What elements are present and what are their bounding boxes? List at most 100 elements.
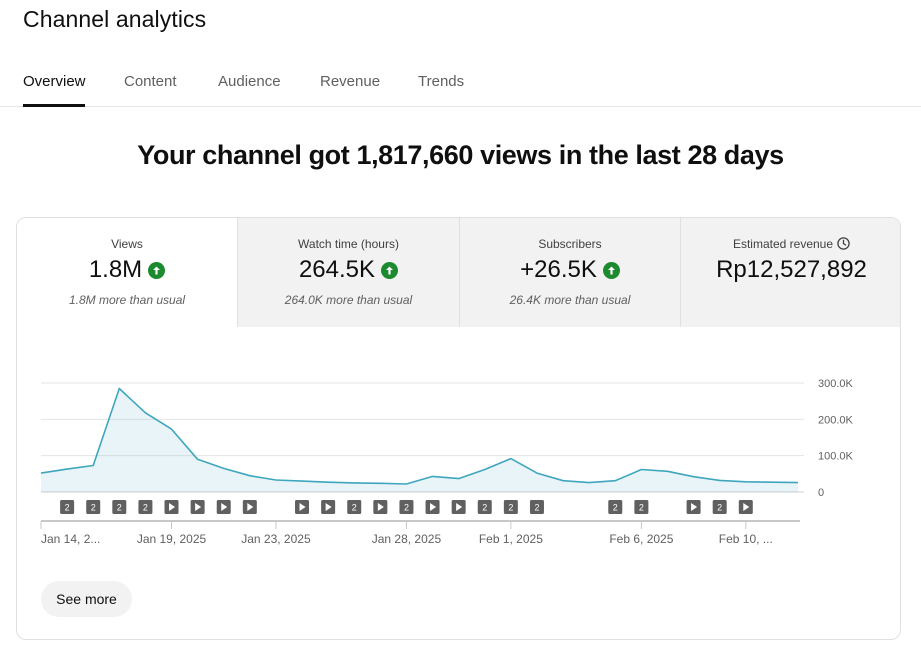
data-point <box>457 477 461 481</box>
tab-overview[interactable]: Overview <box>23 73 86 90</box>
data-point <box>535 471 539 475</box>
metric-label: Watch time (hours) <box>298 237 399 251</box>
metric-card-watch-time[interactable]: Watch time (hours) 264.5K 264.0K more th… <box>237 218 459 327</box>
data-point <box>326 480 330 484</box>
count-marker-label: 2 <box>534 503 539 513</box>
count-marker-label: 2 <box>143 503 148 513</box>
data-point <box>718 478 722 482</box>
count-marker <box>60 500 75 514</box>
analytics-card: Views 1.8M 1.8M more than usual Watch ti… <box>16 217 901 640</box>
data-point <box>587 481 591 485</box>
data-point <box>300 479 304 483</box>
tab-content[interactable]: Content <box>124 73 177 90</box>
trend-up-icon <box>602 261 620 279</box>
data-point <box>91 463 95 467</box>
data-point <box>117 386 121 390</box>
x-tick-label: Feb 6, 2025 <box>609 532 673 546</box>
metric-label: Estimated revenue <box>681 237 900 251</box>
metric-cards: Views 1.8M 1.8M more than usual Watch ti… <box>17 218 900 327</box>
count-marker <box>529 500 544 514</box>
metric-comparison: 1.8M more than usual <box>68 293 186 307</box>
play-icon <box>169 503 176 511</box>
count-marker <box>477 500 492 514</box>
play-icon <box>325 503 332 511</box>
x-tick-label: Jan 28, 2025 <box>372 532 442 546</box>
play-icon <box>195 503 202 511</box>
x-tick-label: Feb 10, ... <box>719 532 773 546</box>
data-point <box>378 481 382 485</box>
count-marker-label: 2 <box>482 503 487 513</box>
x-tick-label: Jan 14, 2... <box>41 532 100 546</box>
metric-card-views[interactable]: Views 1.8M 1.8M more than usual <box>17 218 237 327</box>
tab-audience[interactable]: Audience <box>218 73 281 90</box>
data-point <box>248 474 252 478</box>
metric-card-estimated-revenue[interactable]: Estimated revenue Rp12,527,892 <box>680 218 900 327</box>
data-point <box>196 457 200 461</box>
data-point <box>483 467 487 471</box>
metric-value: 264.5K <box>298 256 376 283</box>
count-marker-label: 2 <box>639 503 644 513</box>
views-summary-headline: Your channel got 1,817,660 views in the … <box>137 140 784 170</box>
play-icon <box>691 503 698 511</box>
x-tick-label: Jan 23, 2025 <box>241 532 311 546</box>
play-icon <box>743 503 750 511</box>
chart-svg: 300.0K 200.0K 100.0K 0 2 2 2 2 2 2 2 2 2 2 2 2 Jan 14, 2… <box>39 378 854 546</box>
data-point <box>39 471 43 475</box>
data-point <box>65 467 69 471</box>
count-marker-label: 2 <box>117 503 122 513</box>
count-marker <box>112 500 127 514</box>
data-point <box>509 457 513 461</box>
page-title: Channel analytics <box>23 6 207 32</box>
play-icon <box>377 503 384 511</box>
metric-label-text: Estimated revenue <box>732 237 834 251</box>
count-marker-label: 2 <box>404 503 409 513</box>
metric-comparison: 26.4K more than usual <box>509 293 631 307</box>
count-marker <box>712 500 727 514</box>
metric-value: 1.8M <box>88 256 143 283</box>
play-icon <box>221 503 228 511</box>
data-point <box>404 482 408 486</box>
count-marker-label: 2 <box>352 503 357 513</box>
data-point <box>170 427 174 431</box>
metric-value: Rp12,527,892 <box>716 256 867 283</box>
data-point <box>613 479 617 483</box>
count-marker <box>86 500 101 514</box>
play-icon <box>247 503 254 511</box>
play-icon <box>456 503 463 511</box>
clock-icon[interactable] <box>837 237 850 250</box>
count-marker <box>503 500 518 514</box>
data-point <box>352 481 356 485</box>
count-marker <box>138 500 153 514</box>
trend-up-icon <box>148 261 166 279</box>
count-marker <box>608 500 623 514</box>
data-point <box>770 480 774 484</box>
count-marker-label: 2 <box>508 503 513 513</box>
data-point <box>639 467 643 471</box>
x-tick-label: Feb 1, 2025 <box>479 532 543 546</box>
play-icon <box>430 503 437 511</box>
tab-bar: Overview Content Audience Revenue Trends <box>0 62 921 107</box>
tab-revenue[interactable]: Revenue <box>320 73 381 90</box>
metric-label: Views <box>111 237 143 251</box>
data-point <box>796 481 800 485</box>
y-tick-label: 0 <box>818 487 824 499</box>
views-chart: 300.0K 200.0K 100.0K 0 2 2 2 2 2 2 2 2 2 2 2 2 Jan 14, 2… <box>17 327 900 639</box>
x-tick-label: Jan 19, 2025 <box>137 532 207 546</box>
metric-value: +26.5K <box>520 256 597 283</box>
see-more-button[interactable]: See more <box>41 581 132 617</box>
count-marker <box>347 500 362 514</box>
data-point <box>744 480 748 484</box>
data-point <box>143 411 147 415</box>
active-tab-indicator <box>23 104 85 107</box>
y-tick-label: 300.0K <box>818 378 854 390</box>
metric-label: Subscribers <box>538 237 602 251</box>
count-marker <box>634 500 649 514</box>
data-point <box>665 469 669 473</box>
y-tick-label: 100.0K <box>818 451 854 463</box>
data-point <box>561 479 565 483</box>
count-marker <box>399 500 414 514</box>
data-point <box>431 474 435 478</box>
tab-trends[interactable]: Trends <box>418 73 465 90</box>
metric-card-subscribers[interactable]: Subscribers +26.5K 26.4K more than usual <box>459 218 680 327</box>
metric-comparison: 264.0K more than usual <box>284 293 413 307</box>
